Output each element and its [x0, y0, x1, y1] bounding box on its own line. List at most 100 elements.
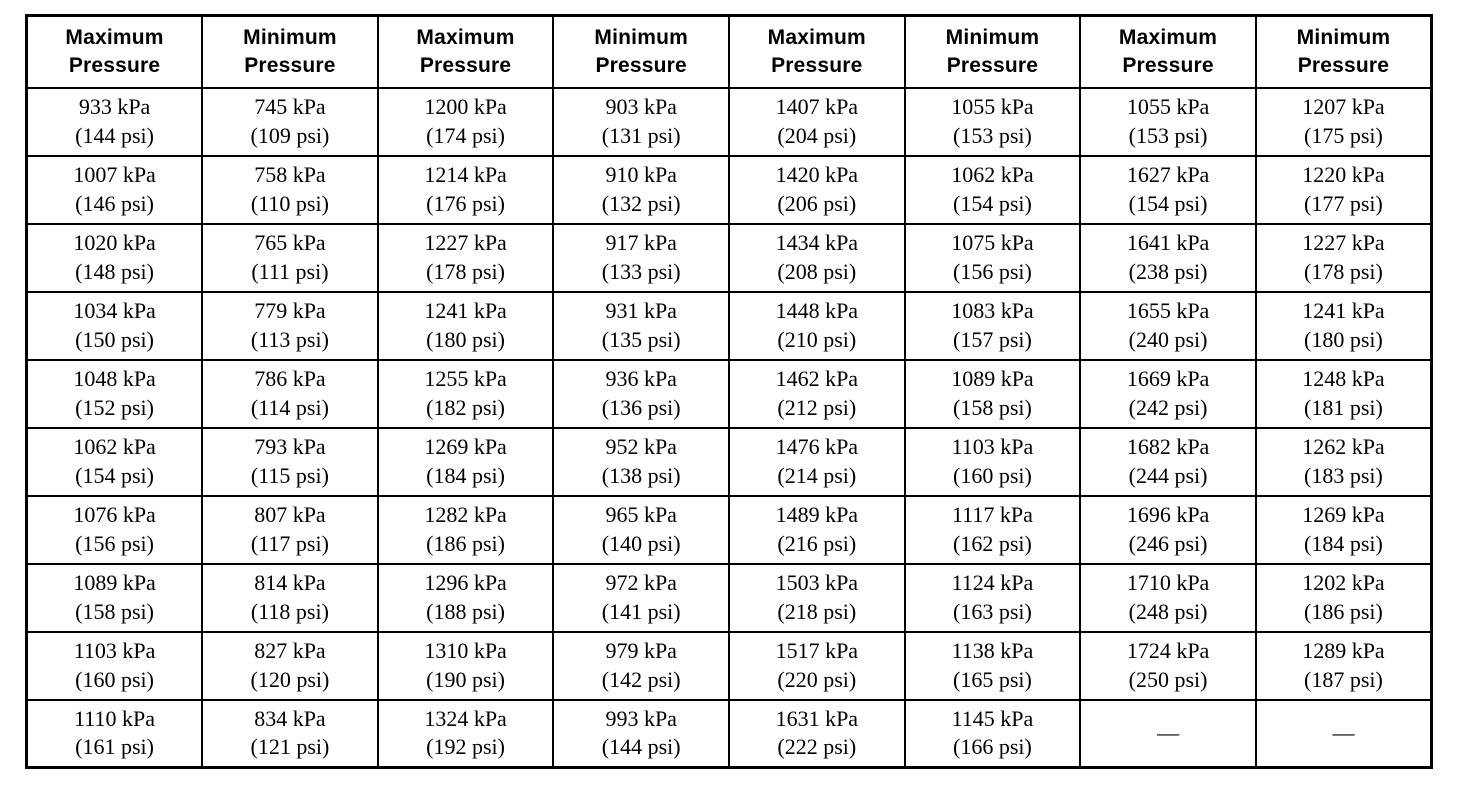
kpa-value: 807 kPa — [254, 501, 326, 527]
pressure-cell: 1631 kPa (222 psi) — [728, 698, 906, 769]
psi-value: (187 psi) — [1304, 666, 1383, 692]
pressure-cell: 1220 kPa (177 psi) — [1254, 154, 1433, 225]
table-row: 1103 kPa (160 psi) 827 kPa (120 psi) 1310 kP… — [25, 630, 1433, 701]
kpa-value: 1448 kPa — [775, 297, 859, 323]
pressure-cell: 1062 kPa (154 psi) — [25, 426, 204, 497]
kpa-value: 1631 kPa — [775, 705, 859, 731]
kpa-value: 1220 kPa — [1302, 161, 1385, 187]
kpa-value: 1138 kPa — [951, 637, 1034, 663]
pressure-cell: 1076 kPa (156 psi) — [25, 494, 204, 565]
psi-value: (184 psi) — [1304, 530, 1383, 556]
kpa-value: 936 kPa — [605, 365, 677, 391]
kpa-value: 1420 kPa — [775, 161, 859, 187]
psi-value: (210 psi) — [777, 326, 857, 352]
psi-value: (248 psi) — [1128, 598, 1208, 624]
kpa-value: 1669 kPa — [1126, 365, 1210, 391]
pressure-cell: 972 kPa (141 psi) — [552, 562, 730, 633]
column-header-max-pressure-3: Maximum Pressure — [728, 14, 906, 89]
pressure-cell: 1289 kPa (187 psi) — [1254, 630, 1433, 701]
psi-value: (246 psi) — [1128, 530, 1208, 556]
pressure-cell: 1034 kPa (150 psi) — [25, 290, 204, 361]
kpa-value: 1055 kPa — [951, 93, 1034, 119]
pressure-cell: 979 kPa (142 psi) — [552, 630, 730, 701]
column-header-min-pressure-2: Minimum Pressure — [552, 14, 730, 89]
header-line-2: Pressure — [244, 53, 336, 77]
pressure-cell: 1089 kPa (158 psi) — [25, 562, 204, 633]
column-header-max-pressure-4: Maximum Pressure — [1079, 14, 1257, 89]
kpa-value: 979 kPa — [605, 637, 677, 663]
kpa-value: 1310 kPa — [424, 637, 507, 663]
kpa-value: 1062 kPa — [951, 161, 1034, 187]
psi-value: (153 psi) — [953, 122, 1032, 148]
pressure-cell: 1710 kPa (248 psi) — [1079, 562, 1257, 633]
kpa-value: 1241 kPa — [1302, 297, 1385, 323]
pressure-cell: 910 kPa (132 psi) — [552, 154, 730, 225]
column-header-max-pressure-2: Maximum Pressure — [376, 14, 555, 89]
header-line-1: Maximum — [1118, 26, 1218, 50]
psi-value: (163 psi) — [953, 598, 1032, 624]
pressure-cell: 1324 kPa (192 psi) — [376, 698, 555, 769]
pressure-cell: 1207 kPa (175 psi) — [1254, 86, 1433, 157]
pressure-cell: 1627 kPa (154 psi) — [1079, 154, 1257, 225]
kpa-value: 827 kPa — [254, 637, 326, 663]
psi-value: (115 psi) — [250, 462, 329, 488]
pressure-cell: 1055 kPa (153 psi) — [1079, 86, 1257, 157]
header-line-1: Minimum — [945, 26, 1040, 50]
pressure-cell: 1048 kPa (152 psi) — [25, 358, 204, 429]
pressure-cell: 758 kPa (110 psi) — [201, 154, 379, 225]
header-line-1: Minimum — [243, 26, 337, 50]
header-line-1: Maximum — [767, 26, 866, 50]
column-header-min-pressure-1: Minimum Pressure — [201, 14, 379, 89]
psi-value: (133 psi) — [601, 258, 681, 284]
kpa-value: 1062 kPa — [73, 433, 156, 459]
pressure-cell: 1214 kPa (176 psi) — [376, 154, 555, 225]
kpa-value: 952 kPa — [605, 433, 677, 459]
kpa-value: 745 kPa — [254, 93, 326, 119]
kpa-value: 1089 kPa — [73, 569, 156, 595]
kpa-value: 765 kPa — [254, 229, 326, 255]
pressure-cell: 917 kPa (133 psi) — [552, 222, 730, 293]
kpa-value: 758 kPa — [254, 161, 326, 187]
pressure-cell: 1682 kPa (244 psi) — [1079, 426, 1257, 497]
kpa-value: 903 kPa — [605, 93, 677, 119]
pressure-cell: 931 kPa (135 psi) — [552, 290, 730, 361]
kpa-value: 993 kPa — [605, 705, 677, 731]
psi-value: (186 psi) — [426, 530, 505, 556]
kpa-value: 1202 kPa — [1302, 569, 1385, 595]
table-row: 1034 kPa (150 psi) 779 kPa (113 psi) 1241 kP… — [25, 290, 1433, 361]
header-line-2: Pressure — [1297, 53, 1390, 77]
pressure-cell: 1448 kPa (210 psi) — [728, 290, 906, 361]
psi-value: (180 psi) — [426, 326, 505, 352]
pressure-cell: 1724 kPa (250 psi) — [1079, 630, 1257, 701]
kpa-value: 1241 kPa — [424, 297, 507, 323]
kpa-value: 1462 kPa — [775, 365, 859, 391]
pressure-cell: 1117 kPa (162 psi) — [903, 494, 1082, 565]
pressure-cell: 1241 kPa (180 psi) — [376, 290, 555, 361]
pressure-cell: 807 kPa (117 psi) — [201, 494, 379, 565]
psi-value: (138 psi) — [601, 462, 681, 488]
kpa-value: 1517 kPa — [775, 637, 859, 663]
kpa-value: 972 kPa — [605, 569, 677, 595]
pressure-cell: 1145 kPa (166 psi) — [903, 698, 1082, 769]
kpa-value: 786 kPa — [254, 365, 326, 391]
psi-value: (162 psi) — [953, 530, 1032, 556]
psi-value: (244 psi) — [1128, 462, 1208, 488]
kpa-value: 1227 kPa — [1302, 229, 1385, 255]
psi-value: (190 psi) — [426, 666, 505, 692]
psi-value: (113 psi) — [250, 326, 329, 352]
kpa-value: — — [1157, 719, 1180, 745]
psi-value: (121 psi) — [250, 734, 330, 760]
kpa-value: 1324 kPa — [424, 705, 507, 731]
psi-value: (150 psi) — [75, 326, 154, 352]
kpa-value: 1289 kPa — [1302, 637, 1385, 663]
kpa-value: 1641 kPa — [1126, 229, 1210, 255]
psi-value: (177 psi) — [1304, 190, 1383, 216]
psi-value: (175 psi) — [1304, 122, 1383, 148]
kpa-value: 1048 kPa — [73, 365, 156, 391]
table-header: Maximum Pressure Minimum Pressure Maximu… — [25, 14, 1433, 89]
kpa-value: 917 kPa — [605, 229, 677, 255]
pressure-cell: 1248 kPa (181 psi) — [1254, 358, 1433, 429]
kpa-value: 1007 kPa — [73, 161, 156, 187]
pressure-cell: 827 kPa (120 psi) — [201, 630, 379, 701]
